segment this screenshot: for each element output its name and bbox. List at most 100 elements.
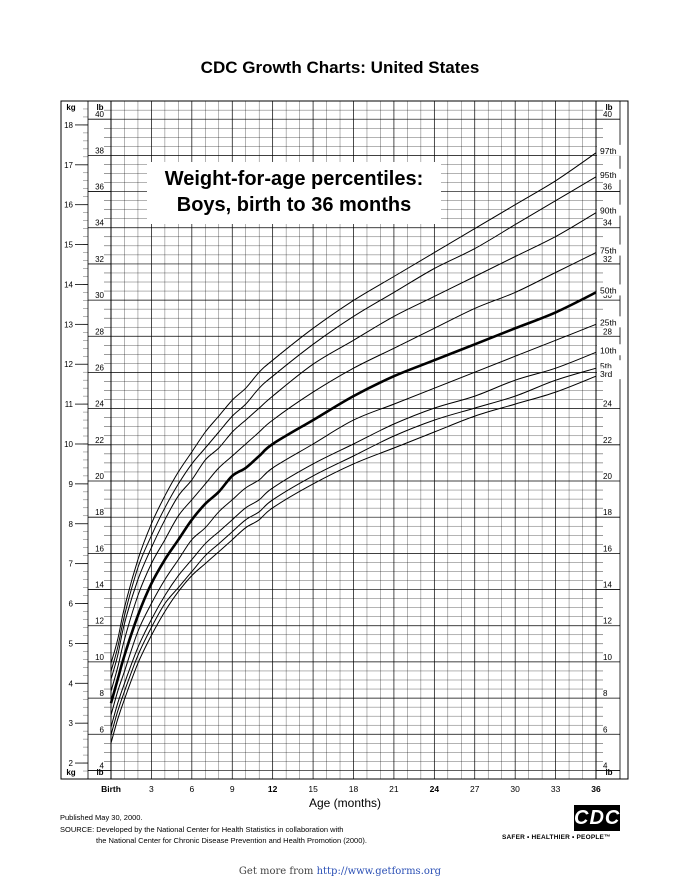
cdc-logo: CDC	[574, 805, 621, 831]
kg-tick-label: 10	[64, 440, 73, 449]
x-tick-label: 6	[189, 784, 194, 794]
curve-label-95th: 95th	[600, 170, 617, 180]
chart-title-box: Weight-for-age percentiles: Boys, birth …	[147, 162, 441, 224]
lb-tick-label-right: 16	[603, 544, 612, 553]
source-line-2: the National Center for Chronic Disease …	[96, 836, 367, 845]
kg-tick-label: 17	[64, 161, 73, 170]
page-title: CDC Growth Charts: United States	[200, 58, 480, 77]
x-tick-label: 33	[551, 784, 561, 794]
curve-label-75th: 75th	[600, 246, 617, 256]
curve-95th	[110, 176, 597, 672]
lb-tick-label-left: 6	[100, 725, 105, 734]
lb-tick-label-right: 34	[603, 219, 612, 228]
lb-tick-label-left: 16	[95, 544, 104, 553]
x-tick-label: 27	[470, 784, 480, 794]
lb-tick-label-right: 14	[603, 581, 612, 590]
lb-tick-label-left: 10	[95, 653, 104, 662]
lb-tick-label-right: 28	[603, 327, 612, 336]
getforms-link[interactable]: http://www.getforms.org	[316, 866, 442, 877]
lb-tick-label-left: 20	[95, 472, 104, 481]
label-bg-95th	[597, 168, 621, 180]
curve-label-3rd: 3rd	[600, 369, 613, 379]
lb-tick-label-left: 8	[100, 689, 105, 698]
unit-lb-bottom-right: lb	[605, 768, 612, 777]
lb-tick-label-right: 40	[603, 110, 612, 119]
unit-kg-bottom: kg	[66, 768, 75, 777]
kg-tick-label: 11	[65, 400, 74, 409]
curve-label-97th: 97th	[600, 146, 617, 156]
lb-tick-label-right: 10	[603, 653, 612, 662]
lb-tick-label-right: 20	[603, 472, 612, 481]
kg-tick-label: 4	[69, 679, 74, 688]
label-bg-90th	[597, 204, 621, 216]
get-more-footer: Get more from http://www.getforms.org	[0, 866, 680, 877]
lb-tick-label-right: 36	[603, 183, 612, 192]
x-tick-label: 18	[349, 784, 359, 794]
unit-lb-top-right: lb	[605, 103, 612, 112]
lb-tick-label-left: 4	[100, 761, 105, 770]
curve-25th	[110, 323, 597, 716]
lb-tick-label-left: 30	[95, 291, 104, 300]
get-more-text: Get more from	[238, 866, 317, 877]
label-bg-25th	[597, 316, 621, 328]
kg-tick-label: 5	[69, 639, 74, 648]
lb-tick-label-left: 38	[95, 146, 104, 155]
curve-5th	[110, 367, 597, 736]
cdc-tagline: SAFER • HEALTHIER • PEOPLE™	[502, 834, 611, 841]
kg-tick-label: 12	[64, 360, 73, 369]
curve-10th	[110, 351, 597, 728]
label-bg-5th	[597, 360, 621, 372]
kg-tick-label: 18	[64, 121, 73, 130]
curve-50th	[109, 291, 597, 704]
curve-label-10th: 10th	[600, 345, 617, 355]
unit-lb-top-left: lb	[96, 103, 103, 112]
lb-tick-label-right: 8	[603, 689, 608, 698]
lb-tick-label-left: 24	[95, 400, 104, 409]
unit-kg-top: kg	[66, 103, 75, 112]
lb-tick-label-right: 30	[603, 291, 612, 300]
lb-tick-label-left: 26	[95, 363, 104, 372]
kg-tick-label: 14	[64, 280, 73, 289]
curve-label-5th: 5th	[600, 361, 612, 371]
kg-tick-label: 15	[64, 241, 73, 250]
published-date: Published May 30, 2000.	[60, 813, 143, 822]
lb-tick-label-left: 34	[95, 219, 104, 228]
lb-tick-label-right: 24	[603, 400, 612, 409]
kg-tick-label: 9	[69, 480, 74, 489]
label-bg-97th	[597, 144, 621, 156]
curve-3rd	[110, 375, 597, 744]
label-bg-10th	[597, 344, 621, 356]
curve-75th	[110, 252, 597, 692]
lb-tick-label-left: 36	[95, 183, 104, 192]
lb-tick-label-left: 32	[95, 255, 104, 264]
curve-label-90th: 90th	[600, 206, 617, 216]
kg-tick-label: 2	[69, 759, 74, 768]
kg-tick-label: 13	[64, 320, 73, 329]
lb-tick-label-left: 14	[95, 581, 104, 590]
lb-tick-label-left: 18	[95, 508, 104, 517]
x-tick-label: Birth	[101, 784, 121, 794]
chart-title-line-1: Weight-for-age percentiles:	[165, 168, 424, 190]
x-tick-label: 9	[230, 784, 235, 794]
x-tick-label: 36	[591, 784, 601, 794]
x-tick-label: 21	[389, 784, 399, 794]
curve-label-25th: 25th	[600, 317, 617, 327]
lb-tick-label-right: 6	[603, 725, 608, 734]
chart-title-line-2: Boys, birth to 36 months	[177, 194, 411, 216]
lb-tick-label-right: 32	[603, 255, 612, 264]
source-line-1: SOURCE: Developed by the National Center…	[60, 825, 344, 834]
lb-tick-label-left: 22	[95, 436, 104, 445]
x-tick-label: 24	[430, 784, 440, 794]
lb-tick-label-left: 40	[95, 110, 104, 119]
kg-tick-label: 8	[69, 520, 74, 529]
label-bg-50th	[597, 284, 621, 296]
x-tick-label: 15	[308, 784, 318, 794]
lb-tick-label-right: 12	[603, 617, 612, 626]
kg-tick-label: 3	[69, 719, 74, 728]
lb-tick-label-left: 12	[95, 617, 104, 626]
lb-tick-label-right: 18	[603, 508, 612, 517]
x-tick-label: 3	[149, 784, 154, 794]
